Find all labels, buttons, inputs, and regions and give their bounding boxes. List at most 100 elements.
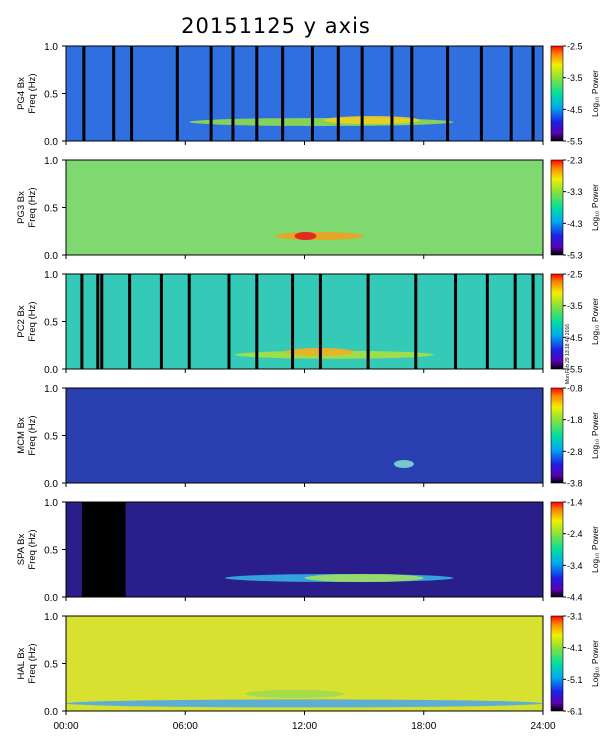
colorbar-label: Log₁₀ Power (590, 298, 600, 345)
colorbar-tick-label: -4.3 (567, 219, 583, 229)
emission-band (304, 574, 424, 582)
data-gap (231, 46, 235, 141)
y-tick-label: 0.5 (44, 204, 58, 215)
data-gap (159, 274, 163, 369)
data-gap (291, 274, 295, 369)
colorbar-tick-label: -5.5 (567, 137, 583, 147)
panel-pg4: 1.0 0.5 0.0 PG4 Bx Freq (Hz) -2.5 -3.5 -4.5 -5.5… (16, 42, 600, 149)
x-tick-label: 24:00 (530, 721, 555, 732)
data-gap (96, 274, 100, 369)
y-tick-label: 0.0 (44, 593, 58, 604)
y-tick-label: 0.0 (44, 251, 58, 262)
data-gap (446, 46, 450, 141)
colorbar-label: Log₁₀ Power (590, 526, 600, 573)
y-tick-label: 0.5 (44, 318, 58, 329)
data-gap (485, 274, 489, 369)
colorbar-tick-label: -5.1 (567, 675, 583, 685)
y-tick-label: 0.0 (44, 137, 58, 148)
data-gap (281, 46, 285, 141)
x-tick-label: 12:00 (292, 721, 317, 732)
colorbar-tick-label: -0.8 (567, 384, 583, 394)
data-gap (318, 274, 322, 369)
y-tick-label: 1.0 (44, 498, 58, 509)
data-gap (128, 274, 132, 369)
data-gap (360, 46, 364, 141)
y-axis-label: Freq (Hz) (27, 415, 38, 455)
emission-band (393, 460, 414, 468)
colorbar-tick-label: -3.4 (567, 561, 583, 571)
y-axis-label: Freq (Hz) (27, 187, 38, 227)
y-axis-label: PG4 Bx (16, 77, 27, 110)
x-tick-label: 18:00 (411, 721, 436, 732)
data-gap (531, 46, 535, 141)
colorbar-tick-label: -2.4 (567, 529, 583, 539)
colorbar-tick-label: -3.8 (567, 479, 583, 489)
y-tick-label: 0.0 (44, 365, 58, 376)
y-tick-label: 1.0 (44, 42, 58, 53)
data-gap (531, 274, 535, 369)
colorbar-tick-label: -3.3 (567, 187, 583, 197)
y-tick-label: 0.0 (44, 479, 58, 490)
y-tick-label: 0.5 (44, 432, 58, 443)
panel-mcm: 1.0 0.5 0.0 MCM Bx Freq (Hz) -0.8 -1.8 -2.8 -3.8… (16, 384, 600, 491)
colorbar (550, 273, 564, 370)
data-gap (187, 274, 191, 369)
page-title: 20151125 y axis (181, 14, 371, 38)
y-tick-label: 0.5 (44, 90, 58, 101)
colorbar-tick-label: -5.5 (567, 365, 583, 375)
data-gap (366, 274, 370, 369)
y-tick-label: 1.0 (44, 270, 58, 281)
y-tick-label: 0.0 (44, 707, 58, 718)
y-tick-label: 1.0 (44, 156, 58, 167)
colorbar (550, 387, 564, 484)
colorbar-tick-label: -5.3 (567, 251, 583, 261)
x-tick-label: 06:00 (173, 721, 198, 732)
y-axis-label: SPA Bx (16, 534, 27, 566)
colorbar (550, 159, 564, 256)
y-axis-label: HAL Bx (16, 647, 27, 679)
data-gap (175, 46, 179, 141)
colorbar-tick-label: -3.1 (567, 612, 583, 622)
data-gap (410, 46, 414, 141)
colorbar-label: Log₁₀ Power (590, 640, 600, 687)
no-data-block (81, 502, 126, 597)
panel-pg3: 1.0 0.5 0.0 PG3 Bx Freq (Hz) -2.3 -3.3 -4.3 -5.3… (16, 156, 600, 263)
spectrogram-image (66, 46, 543, 141)
colorbar-tick-label: -4.4 (567, 593, 583, 603)
panel-hal: 1.0 0.5 0.0 HAL Bx Freq (Hz) -3.1 -4.1 -5.1 -6.1… (16, 612, 600, 719)
data-gap (80, 274, 84, 369)
colorbar-tick-label: -2.5 (567, 270, 583, 280)
colorbar-label: Log₁₀ Power (590, 412, 600, 459)
data-gap (513, 274, 517, 369)
colorbar-tick-label: -4.5 (567, 333, 583, 343)
x-tick-label: 00:00 (53, 721, 78, 732)
data-gap (454, 274, 458, 369)
colorbar-tick-label: -3.5 (567, 301, 583, 311)
y-tick-label: 1.0 (44, 612, 58, 623)
emission-band (66, 699, 543, 708)
colorbar (550, 45, 564, 142)
colorbar (550, 615, 564, 712)
colorbar-tick-label: -2.8 (567, 447, 583, 457)
colorbar-tick-label: -3.5 (567, 73, 583, 83)
data-gap (209, 46, 213, 141)
y-tick-label: 0.5 (44, 660, 58, 671)
colorbar (550, 501, 564, 598)
emission-band (274, 232, 365, 240)
data-gap (255, 46, 259, 141)
y-axis-label: Freq (Hz) (27, 529, 38, 569)
colorbar-tick-label: -2.5 (567, 42, 583, 52)
spectrogram-image (66, 388, 543, 483)
data-gap (509, 46, 513, 141)
data-gap (479, 46, 483, 141)
colorbar-tick-label: -6.1 (567, 707, 583, 717)
data-gap (255, 274, 259, 369)
colorbar-label: Log₁₀ Power (590, 70, 600, 117)
y-axis-label: PG3 Bx (16, 191, 27, 224)
emission-band (244, 689, 345, 698)
y-axis-label: Freq (Hz) (27, 301, 38, 341)
data-gap (390, 46, 394, 141)
data-gap (100, 274, 104, 369)
colorbar-tick-label: -4.1 (567, 643, 583, 653)
